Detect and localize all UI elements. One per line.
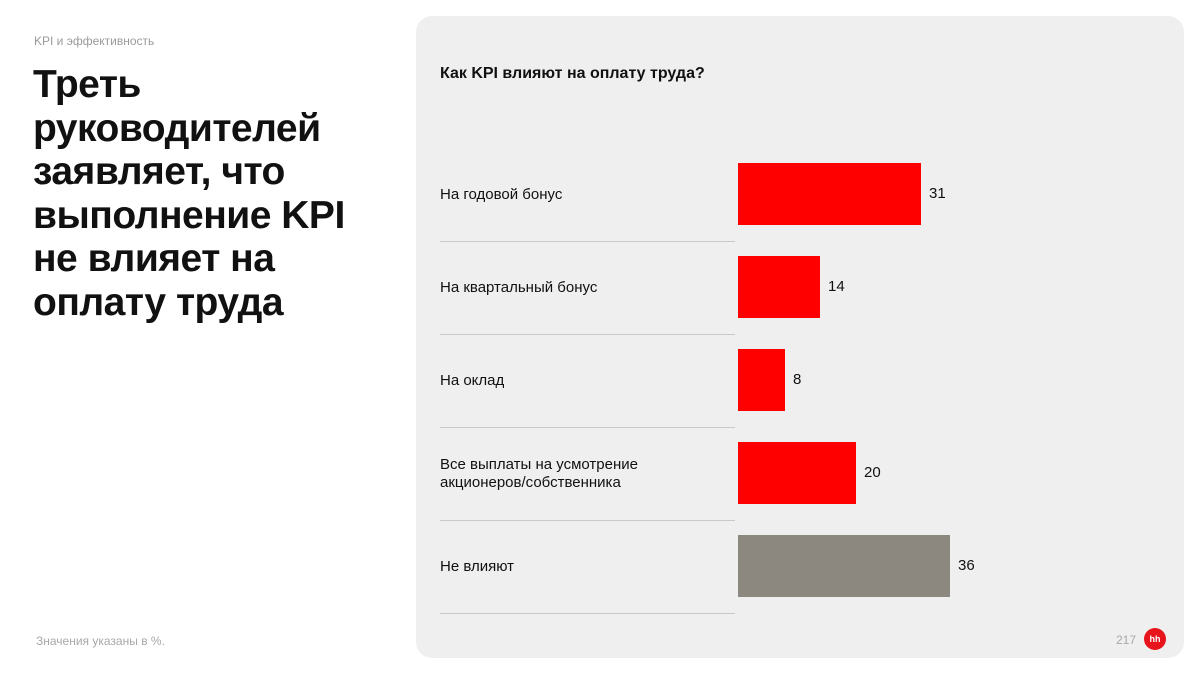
category-label: На оклад (440, 371, 505, 389)
footnote: Значения указаны в %. (36, 634, 165, 648)
category-label: На квартальный бонус (440, 278, 598, 296)
value-label: 36 (958, 557, 975, 574)
bar (738, 163, 921, 225)
category-label: Не влияют (440, 557, 515, 575)
category-label: На годовой бонус (440, 185, 563, 203)
bar (738, 442, 856, 504)
chart-row: На годовой бонус (440, 148, 735, 242)
headline: Треть руководителей заявляет, что выполн… (33, 63, 345, 324)
bar (738, 535, 950, 597)
chart-row: Все выплаты на усмотрение акционеров/соб… (440, 427, 735, 521)
value-label: 31 (929, 185, 946, 202)
bar (738, 256, 820, 318)
hh-logo-icon: hh (1144, 628, 1166, 650)
value-label: 14 (828, 278, 845, 295)
chart-row: На квартальный бонус (440, 241, 735, 335)
section-label: KPI и эффективность (34, 34, 155, 48)
chart-panel: Как KPI влияют на оплату труда? На годов… (416, 16, 1184, 658)
chart-row: Не влияют (440, 520, 735, 614)
chart-row: На оклад (440, 334, 735, 428)
chart-title: Как KPI влияют на оплату труда? (440, 65, 705, 82)
page-number: 217 (1115, 633, 1136, 647)
value-label: 20 (864, 464, 881, 481)
bar (738, 349, 785, 411)
category-label: Все выплаты на усмотрение акционеров/соб… (440, 455, 638, 491)
value-label: 8 (793, 371, 802, 388)
